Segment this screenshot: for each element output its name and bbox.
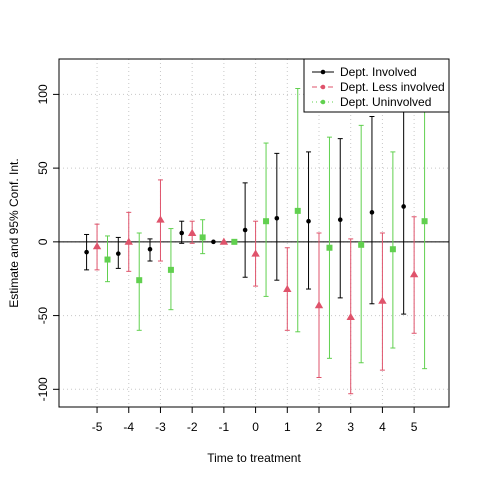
- data-point: [346, 312, 355, 320]
- data-point: [314, 301, 324, 309]
- data-point: [251, 249, 260, 257]
- data-point: [306, 218, 311, 224]
- legend-label: Dept. Involved: [340, 65, 417, 79]
- data-point: [274, 215, 280, 221]
- chart-marks: [84, 87, 428, 395]
- y-axis: -100 -50 0 50 100: [36, 84, 60, 401]
- data-point: [337, 217, 343, 223]
- legend-marker: [320, 99, 326, 105]
- data-point: [187, 228, 197, 236]
- data-point: [283, 284, 292, 292]
- data-point: [136, 277, 143, 284]
- data-point: [294, 207, 301, 214]
- data-point: [263, 218, 270, 225]
- data-point: [409, 270, 419, 278]
- data-point: [104, 256, 111, 263]
- series-1: [84, 93, 407, 315]
- data-point: [211, 239, 216, 245]
- data-point: [199, 234, 206, 241]
- data-point: [389, 246, 396, 253]
- y-tick-label: -50: [36, 307, 50, 325]
- x-tick-label: -3: [155, 420, 166, 434]
- y-tick-label: 0: [36, 238, 50, 245]
- legend-label: Dept. Less involved: [340, 80, 445, 94]
- data-point: [167, 266, 174, 273]
- data-point: [378, 296, 387, 304]
- data-point: [92, 242, 102, 250]
- x-tick-label: 3: [347, 420, 354, 434]
- data-point: [369, 210, 375, 215]
- y-tick-label: 50: [36, 161, 50, 175]
- y-tick-label: 100: [36, 84, 50, 104]
- data-point: [124, 237, 133, 245]
- data-point: [231, 238, 238, 245]
- data-point: [147, 246, 153, 252]
- x-tick-label: -4: [123, 420, 134, 434]
- data-point: [84, 249, 89, 255]
- data-point: [219, 237, 229, 245]
- x-axis-title: Time to treatment: [207, 451, 301, 465]
- data-point: [179, 230, 185, 236]
- data-point: [421, 218, 428, 225]
- series-2: [92, 179, 419, 395]
- x-tick-label: 0: [252, 420, 259, 434]
- data-point: [156, 215, 165, 223]
- x-axis: -5 -4 -3 -2 -1 0 1 2 3 4 5: [92, 406, 418, 434]
- x-tick-label: -5: [92, 420, 103, 434]
- legend-box: [303, 58, 450, 113]
- x-tick-label: -2: [187, 420, 198, 434]
- data-point: [358, 241, 365, 248]
- data-point: [242, 227, 248, 233]
- x-tick-label: -1: [219, 420, 230, 434]
- x-tick-label: 5: [411, 420, 418, 434]
- legend-marker: [320, 69, 326, 75]
- data-point: [401, 204, 406, 209]
- data-point: [115, 251, 121, 256]
- y-axis-title: Estimate and 95% Conf. Int.: [7, 158, 21, 307]
- data-point: [326, 244, 333, 251]
- series-3: [104, 87, 428, 370]
- legend-label: Dept. Uninvolved: [340, 95, 431, 109]
- x-tick-label: 4: [379, 420, 386, 434]
- x-tick-label: 1: [284, 420, 291, 434]
- y-tick-label: -100: [36, 377, 50, 401]
- x-tick-label: 2: [316, 420, 323, 434]
- legend-marker: [320, 84, 326, 90]
